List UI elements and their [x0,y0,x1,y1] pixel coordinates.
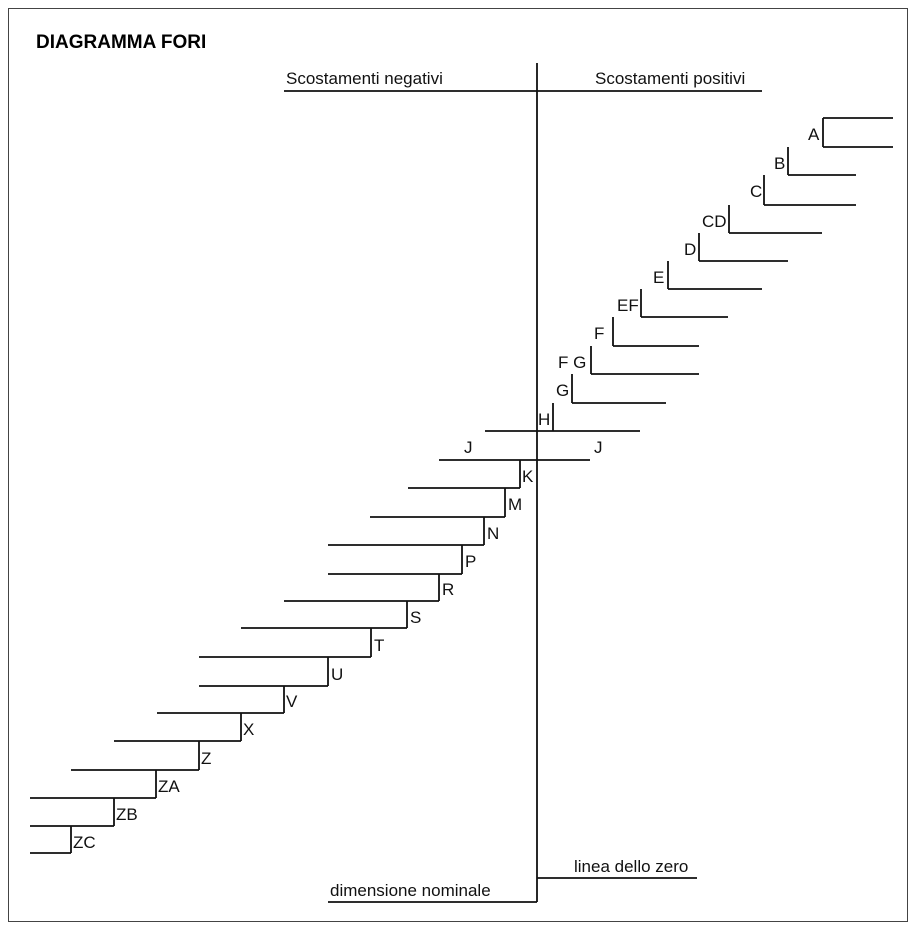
label-c: C [750,182,762,201]
header-positive: Scostamenti positivi [595,69,745,88]
label-k: K [522,467,534,486]
label-v: V [286,692,298,711]
label-za: ZA [158,777,180,796]
label-j-right: J [594,438,603,457]
header-negative: Scostamenti negativi [286,69,443,88]
label-h: H [538,410,550,429]
negative-steps [30,460,521,854]
label-j-left: J [464,438,473,457]
label-cd: CD [702,212,727,231]
label-t: T [374,636,384,655]
label-fg: F G [558,353,586,372]
label-nominal: dimensione nominale [330,881,491,900]
label-r: R [442,580,454,599]
label-m: M [508,495,522,514]
diagram-frame [8,8,908,922]
label-d: D [684,240,696,259]
label-e: E [653,268,664,287]
label-f: F [594,324,604,343]
label-ef: EF [617,296,639,315]
label-u: U [331,665,343,684]
label-p: P [465,552,476,571]
label-x: X [243,720,254,739]
label-g: G [556,381,569,400]
label-n: N [487,524,499,543]
label-a: A [808,125,820,144]
diagram-title: DIAGRAMMA FORI [36,32,206,53]
label-zb: ZB [116,805,138,824]
positive-steps [439,117,893,461]
label-s: S [410,608,421,627]
label-zero-line: linea dello zero [574,857,688,876]
deviation-labels: A B C CD D E EF F F G G H J J K M N P R … [73,125,820,852]
label-zc: ZC [73,833,96,852]
label-z: Z [201,749,211,768]
label-b: B [774,154,785,173]
